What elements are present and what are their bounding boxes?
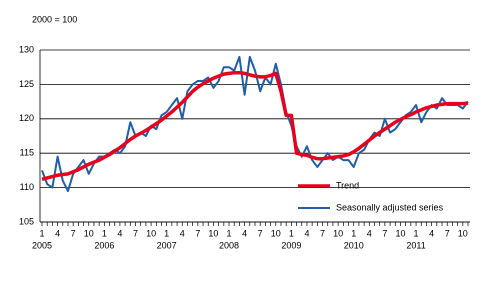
x-tick-label: 10 <box>271 228 281 238</box>
x-tick-label: 7 <box>320 228 325 238</box>
x-tick-label: 1 <box>39 228 44 238</box>
x-tick-label: 7 <box>445 228 450 238</box>
x-tick-label: 10 <box>146 228 156 238</box>
x-year-label: 2010 <box>344 240 364 250</box>
legend-label: Seasonally adjusted series <box>336 202 444 212</box>
y-tick-label: 105 <box>19 216 34 226</box>
series-line <box>41 70 469 182</box>
x-tick-label: 1 <box>351 228 356 238</box>
x-tick-label: 7 <box>195 228 200 238</box>
legend-label: Trend <box>336 180 359 190</box>
y-tick-label: 110 <box>20 182 34 192</box>
x-tick-label: 4 <box>180 228 185 238</box>
x-year-label: 2009 <box>281 240 301 250</box>
x-year-label: 2005 <box>32 240 52 250</box>
x-tick-label: 4 <box>429 228 434 238</box>
annotation: 2000 = 100 <box>32 14 77 24</box>
x-tick-label: 1 <box>164 228 169 238</box>
x-tick-label: 1 <box>414 228 419 238</box>
x-tick-label: 1 <box>102 228 107 238</box>
x-tick-label: 4 <box>55 228 60 238</box>
x-year-label: 2006 <box>94 240 114 250</box>
x-year-label: 2007 <box>157 240 177 250</box>
x-tick-label: 4 <box>304 228 309 238</box>
x-tick-label: 4 <box>367 228 372 238</box>
x-tick-label: 10 <box>208 228 218 238</box>
x-tick-label: 10 <box>333 228 343 238</box>
x-year-label: 2011 <box>406 240 425 250</box>
x-tick-label: 7 <box>71 228 76 238</box>
x-tick-label: 4 <box>117 228 122 238</box>
x-tick-label: 1 <box>227 228 232 238</box>
x-tick-label: 7 <box>258 228 263 238</box>
x-tick-label: 1 <box>289 228 294 238</box>
x-year-label: 2008 <box>219 240 239 250</box>
y-tick-label: 125 <box>19 79 34 89</box>
y-tick-label: 120 <box>19 113 34 123</box>
x-tick-label: 10 <box>395 228 405 238</box>
y-tick-label: 130 <box>19 44 34 54</box>
x-tick-label: 7 <box>133 228 138 238</box>
y-tick-label: 115 <box>20 148 34 158</box>
x-tick-label: 4 <box>242 228 247 238</box>
x-tick-label: 7 <box>382 228 387 238</box>
x-tick-label: 10 <box>458 228 468 238</box>
x-tick-label: 10 <box>84 228 94 238</box>
